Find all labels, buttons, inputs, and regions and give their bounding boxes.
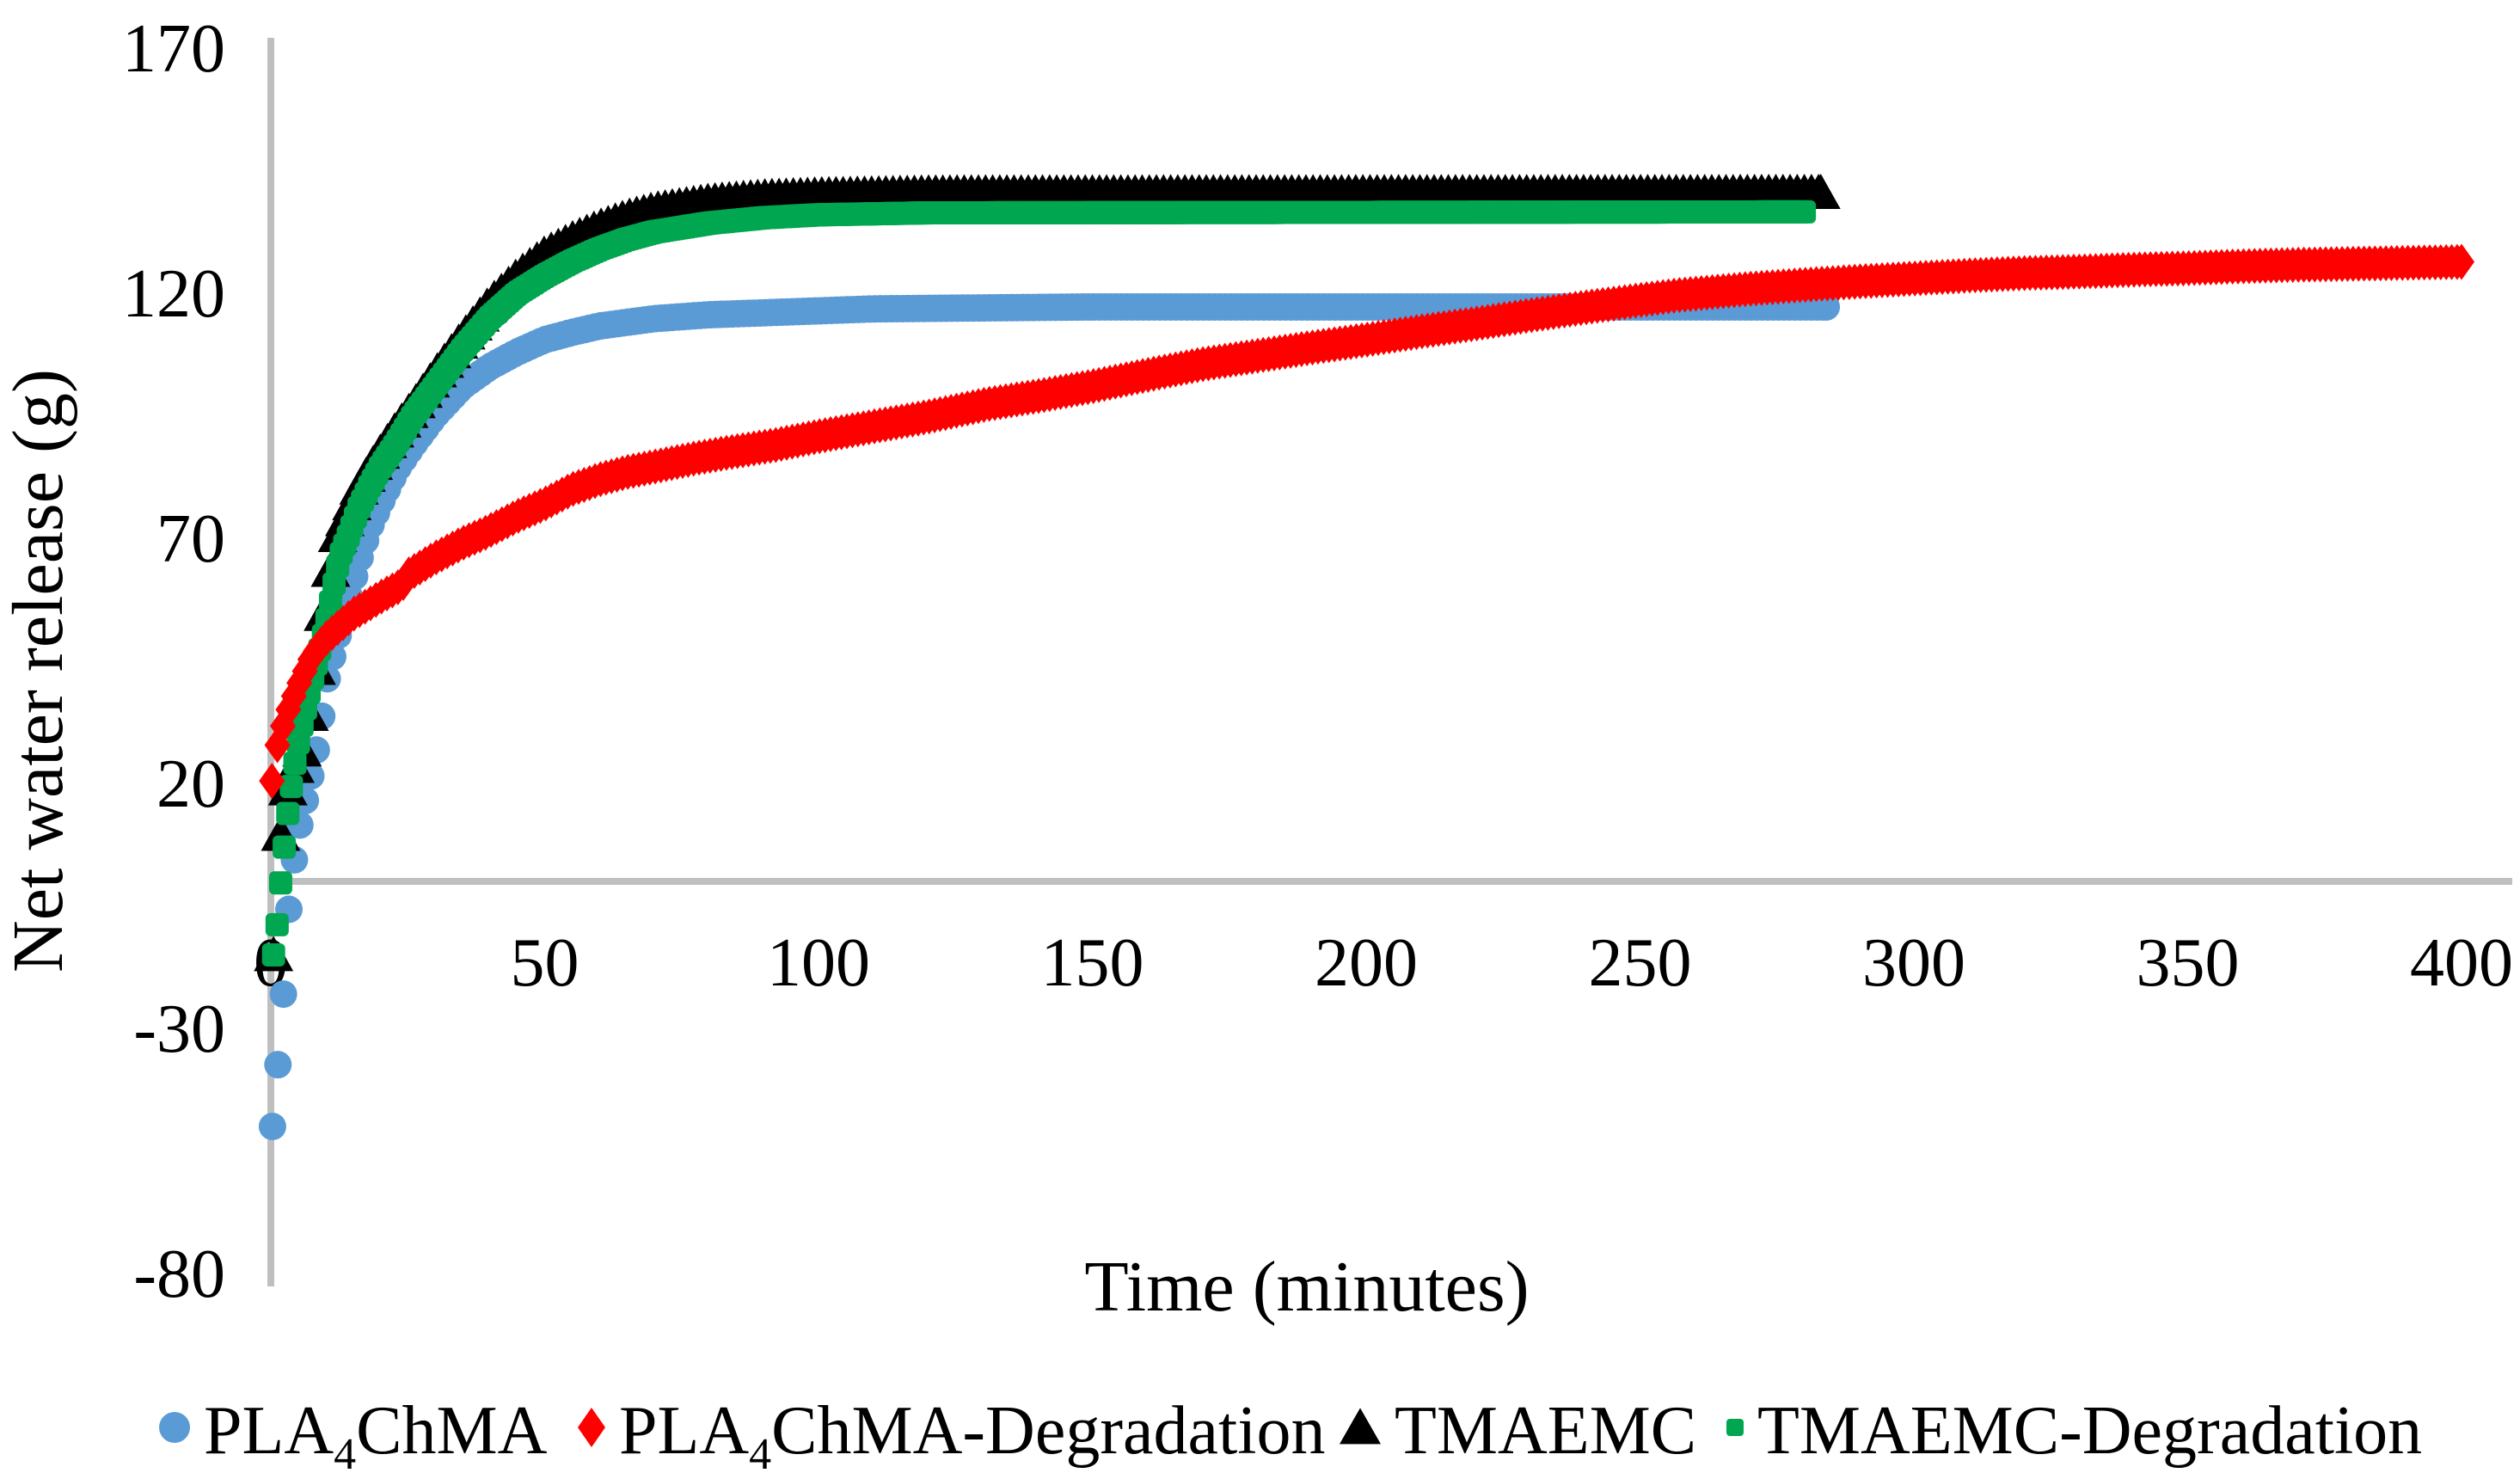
y-tick-label: 120	[122, 256, 225, 332]
legend: PLA4ChMA PLA4ChMA-Degradation TMAEMC TMAEMC…	[159, 1393, 2422, 1473]
legend-item-tmaemc: TMAEMC	[1340, 1393, 1696, 1469]
square-marker	[286, 731, 310, 755]
square-marker	[279, 775, 304, 799]
x-tick-label: 300	[1862, 925, 1965, 1001]
square-marker	[265, 912, 289, 936]
legend-label-text: TMAEMC-Degradation	[1757, 1393, 2422, 1469]
y-tick-label: 170	[122, 11, 225, 87]
legend-label-text: ChMA-Degradation	[771, 1393, 1325, 1469]
diamond-marker	[259, 763, 285, 800]
x-tick-label: 400	[2410, 925, 2513, 1001]
y-axis-title: Net water release (g)	[0, 369, 78, 973]
legend-label-text: TMAEMC	[1395, 1393, 1696, 1469]
legend-item-tmaemc-degradation: TMAEMC-Degradation	[1726, 1393, 2422, 1469]
circle-marker	[264, 1051, 292, 1079]
series-pla4chma	[258, 292, 1841, 1140]
x-tick-label: 350	[2137, 925, 2240, 1001]
circle-marker	[269, 980, 297, 1009]
x-tick-label: 50	[511, 925, 579, 1001]
legend-label: PLA4ChMA	[204, 1393, 548, 1473]
diamond-marker	[2449, 243, 2474, 280]
legend-label-subscript: 4	[749, 1430, 771, 1473]
legend-label-text: PLA	[619, 1393, 749, 1469]
legend-diamond-icon	[578, 1408, 605, 1447]
square-marker	[322, 572, 346, 596]
legend-label: TMAEMC-Degradation	[1757, 1393, 2422, 1469]
square-marker	[261, 943, 285, 967]
square-marker	[318, 590, 342, 614]
legend-square-icon	[1726, 1419, 1744, 1436]
square-marker	[276, 801, 300, 825]
x-tick-label: 200	[1315, 925, 1418, 1001]
triangle-marker	[1800, 174, 1841, 210]
y-tick-label: -80	[133, 1237, 225, 1312]
legend-item-pla4chma: PLA4ChMA	[159, 1393, 548, 1473]
square-marker	[1793, 199, 1817, 224]
square-marker	[268, 871, 292, 895]
y-tick-label: -30	[133, 991, 225, 1067]
y-tick-label: 20	[156, 746, 225, 822]
legend-triangle-icon	[1340, 1408, 1381, 1445]
axes	[267, 38, 2512, 1286]
y-tick-label: 70	[156, 501, 225, 577]
square-marker	[283, 752, 307, 776]
legend-label-text: PLA	[204, 1393, 334, 1469]
series-pla4chma-degradation	[259, 243, 2474, 800]
x-tick-label: 250	[1589, 925, 1692, 1001]
circle-marker	[258, 1113, 286, 1140]
data-series	[254, 174, 2474, 1140]
x-tick-label: 150	[1041, 925, 1144, 1001]
legend-label-subscript: 4	[334, 1430, 356, 1473]
x-axis-title: Time (minutes)	[1084, 1247, 1529, 1327]
legend-label: TMAEMC	[1395, 1393, 1696, 1469]
legend-item-pla4chma-degradation: PLA4ChMA-Degradation	[578, 1393, 1325, 1473]
legend-circle-icon	[159, 1412, 190, 1443]
x-tick-label: 100	[767, 925, 870, 1001]
square-marker	[273, 835, 297, 859]
series-tmaemc-degradation	[261, 199, 1817, 967]
legend-label: PLA4ChMA-Degradation	[619, 1393, 1325, 1473]
legend-label-text: ChMA	[356, 1393, 547, 1469]
